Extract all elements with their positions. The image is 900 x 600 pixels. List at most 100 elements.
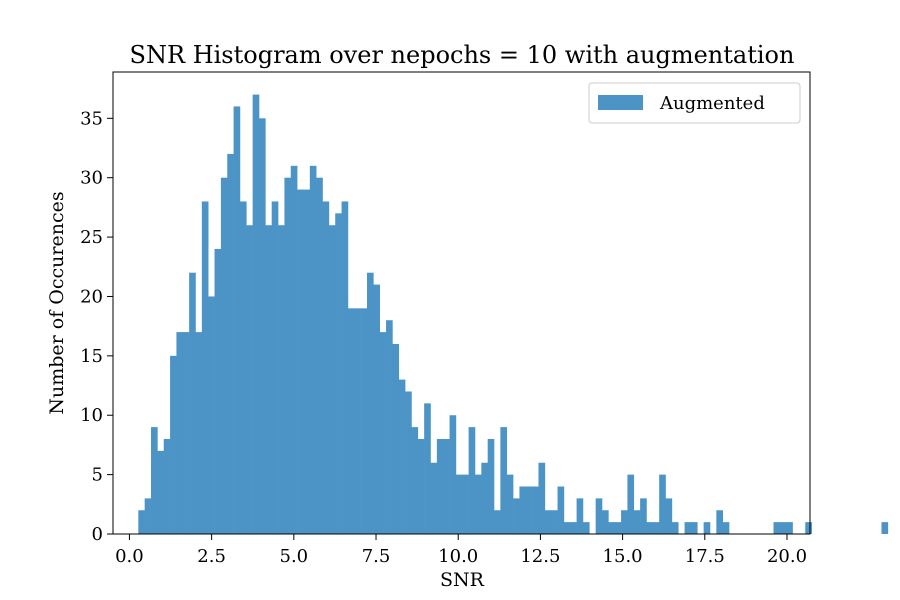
histogram-bar: [716, 510, 723, 534]
y-axis-ticks: 0 5 10 15 20 25 30 35: [80, 108, 113, 545]
histogram-bar: [646, 522, 654, 534]
histogram-bar: [595, 498, 603, 534]
histogram-bar: [551, 510, 558, 534]
histogram-bar: [513, 498, 520, 534]
x-tick-label: 10.0: [438, 546, 478, 567]
histogram-bar: [411, 427, 419, 534]
histogram-bar: [360, 308, 368, 534]
histogram-bar: [424, 403, 431, 534]
histogram-bar: [182, 332, 190, 534]
histogram-bar: [627, 474, 635, 534]
histogram-bar: [570, 522, 577, 534]
histogram-bar: [563, 522, 571, 534]
histogram-bar: [157, 450, 165, 534]
chart-title: SNR Histogram over nepochs = 10 with aug…: [130, 41, 795, 69]
histogram-bar: [392, 343, 400, 534]
y-tick-label: 5: [92, 465, 103, 486]
histogram-bar: [354, 308, 361, 534]
histogram-bar: [805, 522, 812, 534]
histogram-bar: [214, 248, 222, 535]
x-tick-label: 20.0: [767, 546, 807, 567]
histogram-bar: [379, 332, 387, 534]
histogram-bar: [233, 106, 241, 534]
histogram-bar: [201, 201, 209, 534]
histogram-bar: [220, 177, 228, 535]
histogram-bar: [176, 332, 184, 534]
histogram-bar: [284, 177, 292, 535]
histogram-bar: [252, 94, 260, 534]
histogram-bar: [373, 284, 380, 534]
histogram-bar: [786, 522, 793, 534]
histogram-bar: [779, 522, 787, 534]
histogram-bar: [144, 498, 152, 534]
legend-box: [588, 82, 801, 124]
histogram-bar: [227, 153, 234, 534]
histogram-bar: [322, 201, 330, 534]
histogram-bar: [265, 225, 273, 534]
histogram-bar: [608, 522, 616, 534]
y-tick-label: 0: [92, 524, 103, 545]
histogram-bar: [398, 379, 406, 534]
histogram-bar: [538, 462, 546, 534]
histogram-bar: [659, 474, 666, 534]
histogram-bar: [703, 522, 711, 534]
histogram-bar: [290, 165, 298, 534]
histogram-bar: [386, 320, 393, 534]
histogram-bar: [430, 462, 438, 534]
histogram-bar: [602, 510, 609, 534]
x-tick-label: 7.5: [362, 546, 391, 567]
histogram-bar: [665, 498, 673, 534]
histogram-bar: [297, 189, 304, 534]
histogram-bar: [487, 438, 495, 534]
x-tick-label: 0.0: [115, 546, 144, 567]
histogram-bar: [366, 272, 374, 534]
x-tick-label: 17.5: [685, 546, 725, 567]
histogram-bar: [652, 522, 660, 534]
histogram-bar: [881, 522, 889, 534]
histogram-bar: [455, 474, 463, 534]
histogram-bar: [443, 438, 450, 534]
histogram-bar: [189, 272, 196, 534]
histogram-bar: [684, 522, 692, 534]
histogram-bar: [335, 213, 342, 535]
x-tick-label: 2.5: [197, 546, 226, 567]
y-axis-label: Number of Occurences: [46, 191, 68, 414]
histogram-bar: [436, 438, 444, 534]
histogram-bar: [170, 355, 177, 534]
y-tick-label: 25: [80, 227, 103, 248]
histogram-bar: [525, 486, 533, 534]
histogram-bar: [316, 177, 323, 535]
histogram-bar: [138, 510, 145, 534]
histogram-bar: [481, 462, 488, 534]
histogram-bar: [621, 510, 628, 534]
x-tick-label: 5.0: [280, 546, 309, 567]
histogram-bar: [208, 296, 215, 534]
histogram-bar: [474, 474, 482, 534]
histogram-bar: [259, 118, 266, 535]
y-tick-label: 35: [80, 108, 103, 129]
histogram-bar: [582, 522, 590, 534]
histogram-bar: [671, 522, 679, 534]
histogram-bar: [506, 474, 514, 534]
histogram-bar: [633, 510, 641, 534]
histogram-bar: [690, 522, 698, 534]
histogram-bar: [519, 486, 527, 534]
histogram-bar: [640, 498, 647, 534]
legend: Augmented: [588, 82, 801, 124]
histogram-bar: [341, 201, 349, 534]
histogram-bars: [138, 94, 889, 535]
plot-frame: [112, 71, 811, 535]
y-tick-label: 10: [80, 405, 103, 426]
histogram-bar: [614, 522, 622, 534]
histogram-bar: [557, 486, 565, 534]
x-axis-ticks: 0.0 2.5 5.0 7.5 10.0 12.5 15.0 17.5 20.0: [115, 534, 807, 567]
histogram-bar: [722, 522, 730, 534]
histogram-bar: [246, 225, 253, 534]
histogram-bar: [462, 474, 469, 534]
histogram-bar: [417, 438, 425, 534]
histogram-bar: [278, 225, 285, 534]
y-tick-label: 30: [80, 168, 103, 189]
histogram-bar: [449, 415, 457, 534]
histogram-bar: [271, 201, 279, 534]
